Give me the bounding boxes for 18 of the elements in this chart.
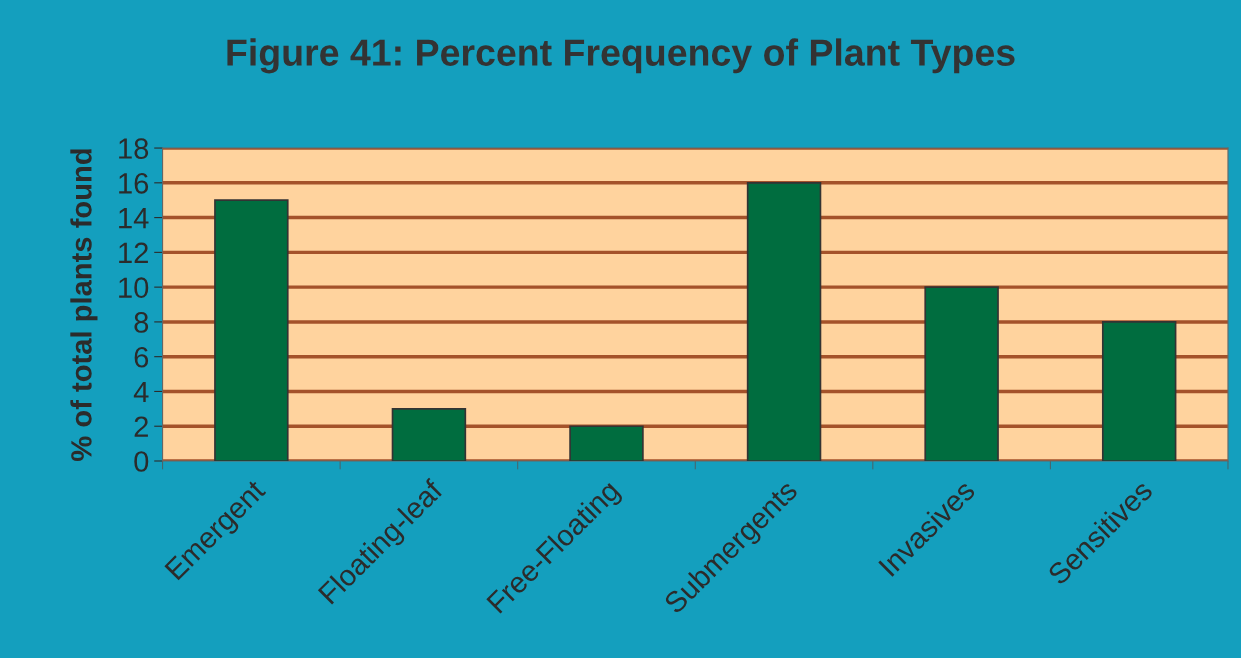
y-axis-title: % of total plants found xyxy=(70,149,98,461)
y-tick-label: 4 xyxy=(133,381,149,403)
y-tick-label: 8 xyxy=(134,312,149,333)
y-tick-label: 16 xyxy=(119,173,149,194)
bar xyxy=(924,286,999,461)
bar xyxy=(391,408,467,461)
y-tick-label: 18 xyxy=(119,138,149,159)
bar xyxy=(1101,321,1177,461)
y-tick-label: 14 xyxy=(119,208,149,229)
y-tick-label: 2 xyxy=(134,416,148,437)
y-tick-label: 10 xyxy=(119,277,149,298)
bar xyxy=(746,181,822,461)
bar xyxy=(569,425,644,461)
y-tick-label: 6 xyxy=(134,346,149,368)
y-tick-label: 12 xyxy=(119,242,148,263)
y-tick-label: 0 xyxy=(134,451,149,472)
chart-title: Figure 41: Percent Frequency of Plant Types xyxy=(227,38,1015,74)
bar xyxy=(214,199,289,461)
